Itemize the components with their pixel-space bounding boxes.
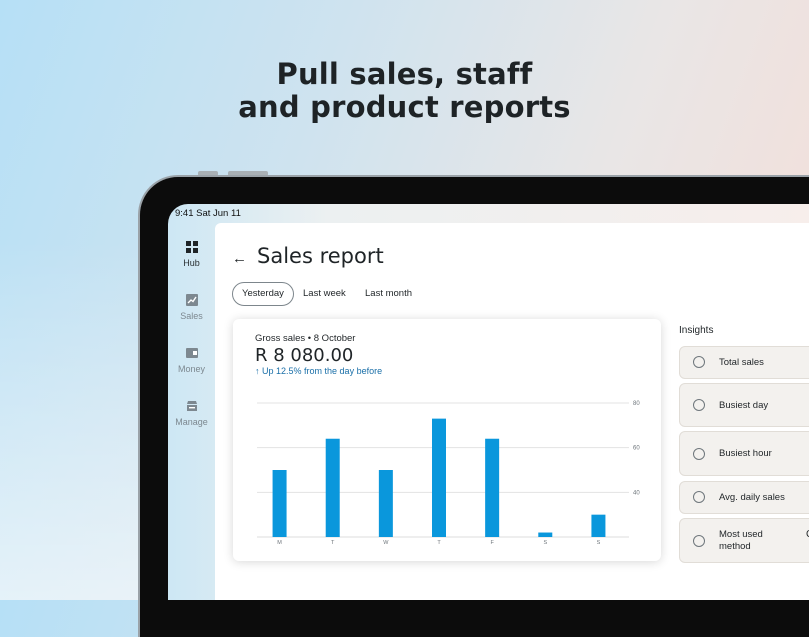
y-tick-label: 40: [633, 490, 640, 496]
radio-icon: [693, 535, 705, 547]
insight-value: C: [806, 529, 809, 540]
wallet-icon: [185, 348, 198, 358]
bar: [538, 532, 553, 537]
device-button: [198, 171, 218, 176]
y-tick-label: 60: [633, 446, 640, 452]
bar: [432, 418, 446, 537]
insights-title: Insights: [679, 325, 714, 336]
radio-icon: [693, 448, 705, 460]
sidebar-item-label: Money: [177, 364, 205, 374]
store-icon: [186, 401, 197, 411]
sales-bar-chart: 80 60 40 M T W T F S S: [257, 401, 640, 546]
x-tick-label: M: [277, 540, 282, 546]
sidebar-item-label: Manage: [175, 417, 208, 427]
trend-text: Up 12.5% from the day before: [262, 366, 383, 376]
insight-most-used-method[interactable]: Most used method C: [679, 518, 809, 563]
insight-label: Most used method: [719, 529, 763, 552]
tablet-screen: 9:41 Sat Jun 11 Hub Sales Money: [168, 204, 809, 600]
x-tick-label: F: [490, 540, 494, 546]
device-button: [228, 171, 268, 176]
insight-label: Busiest day: [719, 400, 769, 411]
tab-last-week[interactable]: Last week: [303, 288, 346, 299]
page-title: Sales report: [257, 244, 384, 268]
sidebar-item-sales[interactable]: Sales: [168, 293, 215, 321]
insight-busiest-day[interactable]: Busiest day: [679, 383, 809, 427]
x-tick-label: S: [597, 540, 601, 546]
grid-icon: [185, 241, 198, 253]
bar: [378, 470, 393, 537]
sales-summary-card: Gross sales • 8 October R 8 080.00 ↑ Up …: [233, 319, 661, 561]
bar: [485, 438, 500, 537]
bar: [272, 470, 287, 537]
tab-yesterday[interactable]: Yesterday: [232, 282, 294, 306]
headline-line-1: Pull sales, staff: [276, 57, 533, 91]
sidebar-item-money[interactable]: Money: [168, 346, 215, 374]
bar: [325, 438, 340, 537]
arrow-left-icon[interactable]: ←: [232, 250, 247, 267]
x-tick-label: T: [437, 540, 441, 546]
y-tick-label: 80: [633, 401, 640, 407]
arrow-up-icon: ↑: [255, 366, 260, 376]
insight-label: Avg. daily sales: [719, 492, 785, 503]
gross-sales-value: R 8 080.00: [255, 345, 354, 366]
tab-last-month[interactable]: Last month: [365, 288, 412, 299]
radio-icon: [693, 356, 705, 368]
insight-label: Busiest hour: [719, 448, 772, 459]
trend-indicator: ↑ Up 12.5% from the day before: [255, 366, 382, 376]
sidebar-item-label: Sales: [180, 311, 203, 321]
insight-busiest-hour[interactable]: Busiest hour: [679, 431, 809, 476]
headline-line-2: and product reports: [238, 90, 571, 124]
sidebar-item-label: Hub: [183, 258, 200, 268]
radio-icon: [693, 399, 705, 411]
insight-total-sales[interactable]: Total sales: [679, 346, 809, 379]
insight-avg-daily-sales[interactable]: Avg. daily sales: [679, 481, 809, 514]
sidebar-item-manage[interactable]: Manage: [168, 399, 215, 427]
x-tick-label: T: [331, 540, 335, 546]
chart-icon: [185, 294, 198, 306]
x-tick-label: W: [383, 540, 389, 546]
headline: Pull sales, staff and product reports: [0, 58, 809, 124]
gross-sales-label: Gross sales • 8 October: [255, 333, 356, 344]
main-panel: ← Sales report Yesterday Last week Last …: [215, 223, 809, 600]
status-bar-time: 9:41 Sat Jun 11: [175, 208, 241, 219]
bar: [591, 514, 606, 537]
sidebar-item-hub[interactable]: Hub: [168, 240, 215, 268]
radio-icon: [693, 491, 705, 503]
insight-label: Total sales: [719, 357, 764, 368]
x-tick-label: S: [543, 540, 547, 546]
sidebar: Hub Sales Money Manage: [168, 222, 215, 600]
